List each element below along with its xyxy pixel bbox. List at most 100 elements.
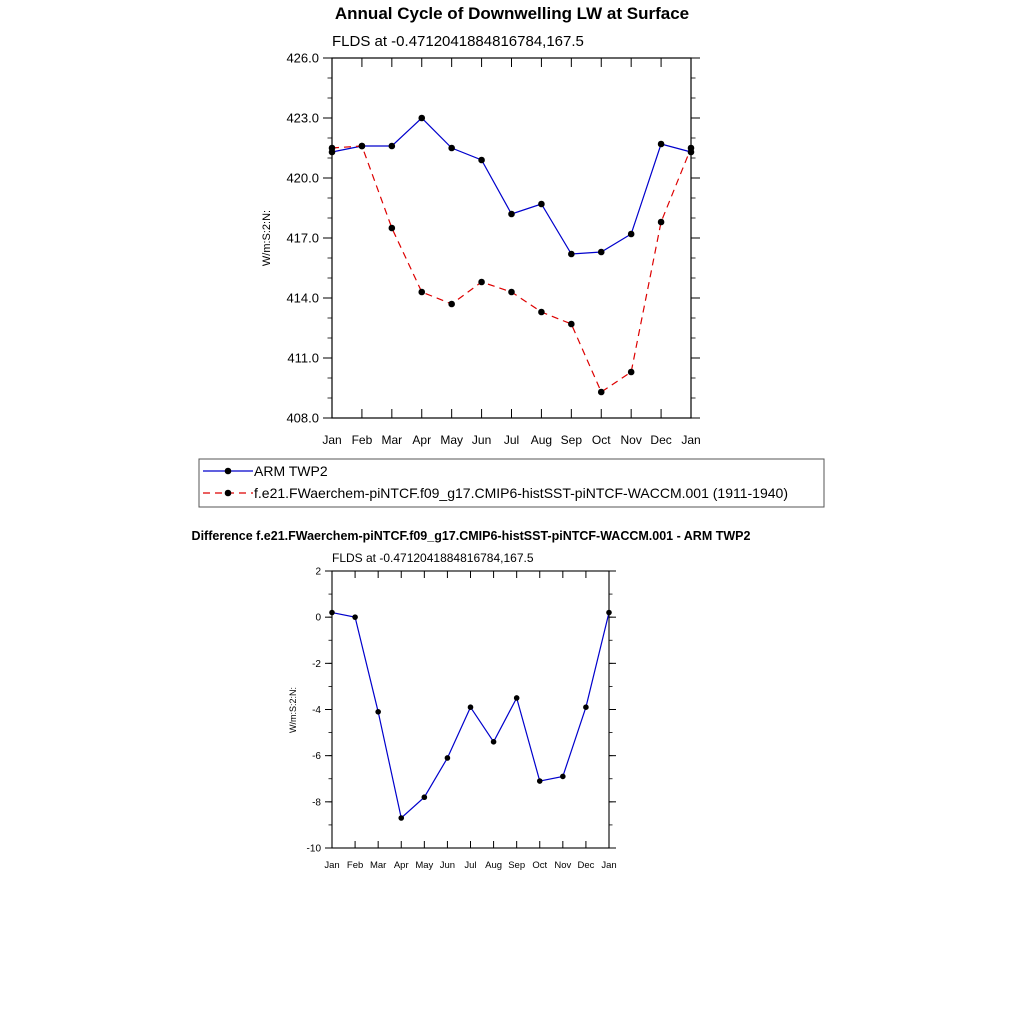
legend-marker-arm <box>224 467 232 475</box>
x-tick-label: Jan <box>601 860 616 871</box>
data-point-s0-3 <box>418 114 426 122</box>
x-tick-label: Jan <box>322 433 341 447</box>
x-tick-label: Jul <box>504 433 519 447</box>
x-tick-label: Aug <box>485 860 502 871</box>
x-tick-label: Nov <box>620 433 641 447</box>
y-axis-label: W/m:S:2:N: <box>261 210 273 266</box>
data-point-s0-4 <box>421 794 428 801</box>
x-tick-label: Mar <box>370 860 386 871</box>
data-point-s0-10 <box>627 230 635 238</box>
legend-box <box>198 458 825 508</box>
x-tick-label: Jul <box>464 860 476 871</box>
data-point-s0-11 <box>657 140 665 148</box>
data-point-s0-9 <box>536 778 543 784</box>
data-point-s1-2 <box>388 224 396 232</box>
y-tick-label: 2 <box>315 567 321 578</box>
data-point-s0-7 <box>538 200 545 208</box>
data-point-s0-7 <box>490 739 497 745</box>
data-point-s0-2 <box>388 142 396 150</box>
y-tick-label: 411.0 <box>287 351 319 366</box>
y-tick-label: -8 <box>312 797 321 808</box>
series-layer <box>329 609 612 821</box>
y-tick-label: 423.0 <box>286 111 319 126</box>
data-point-s1-10 <box>627 368 635 376</box>
y-tick-label: -2 <box>312 659 321 670</box>
series-line-0 <box>331 611 610 820</box>
y-tick-label: 417.0 <box>286 231 319 246</box>
data-point-s0-5 <box>444 755 451 761</box>
series-line-1 <box>331 145 692 393</box>
x-tick-labels: Jan Feb Mar Apr May Jun Jul Aug Sep Oct Nov Dec Jan <box>322 433 700 447</box>
x-tick-label: Jun <box>440 860 455 871</box>
data-point-s0-6 <box>467 704 474 710</box>
x-tick-label: Jun <box>472 433 491 447</box>
data-point-s1-8 <box>568 320 575 328</box>
y-tick-label: 414.0 <box>286 291 319 306</box>
series-line-0 <box>331 117 692 255</box>
data-point-s1-6 <box>508 288 515 296</box>
y-tick-labels: -10 -8 -6 -4 -2 0 2 <box>307 567 322 855</box>
data-point-s0-11 <box>583 704 589 710</box>
x-tick-label: Dec <box>577 860 594 871</box>
x-tick-label: Oct <box>592 433 611 447</box>
y-tick-label: 0 <box>315 613 321 624</box>
x-tick-label: Nov <box>554 860 571 871</box>
y-tick-label: 408.0 <box>286 411 319 426</box>
axis-ticks <box>325 570 616 849</box>
data-point-s0-9 <box>597 248 605 256</box>
legend-label-model: f.e21.FWaerchem-piNTCF.f09_g17.CMIP6-his… <box>254 485 788 501</box>
data-point-s1-5 <box>478 278 485 286</box>
y-tick-label: -4 <box>312 705 321 716</box>
x-tick-label: Feb <box>352 433 373 447</box>
data-point-s0-2 <box>375 709 381 715</box>
data-point-s0-6 <box>508 210 515 218</box>
y-axis-label: W/m:S:2:N: <box>288 687 298 733</box>
data-point-s1-7 <box>538 308 545 316</box>
x-tick-label: Jan <box>324 860 339 871</box>
x-tick-label: Oct <box>532 860 547 871</box>
chart-subtitle: FLDS at -0.4712041884816784,167.5 <box>332 33 584 50</box>
data-point-s0-5 <box>478 156 485 164</box>
data-point-s0-1 <box>352 614 358 620</box>
y-tick-label: 426.0 <box>286 51 319 66</box>
y-tick-labels: 408.0 411.0 414.0 417.0 420.0 423.0 426.0 <box>286 51 319 426</box>
data-point-s0-10 <box>560 773 566 780</box>
data-point-s0-4 <box>448 144 455 152</box>
x-tick-labels: Jan Feb Mar Apr May Jun Jul Aug Sep Oct Nov Dec Jan <box>324 860 616 871</box>
data-point-s0-8 <box>513 695 520 701</box>
axis-ticks <box>323 57 700 419</box>
plot-frame <box>331 57 692 419</box>
x-tick-label: Apr <box>412 433 431 447</box>
legend-entry-model: f.e21.FWaerchem-piNTCF.f09_g17.CMIP6-his… <box>203 485 788 501</box>
y-tick-label: -6 <box>312 751 321 762</box>
series-layer <box>328 114 695 396</box>
plot-frame <box>331 570 610 849</box>
x-tick-label: Jan <box>681 433 700 447</box>
x-tick-label: Feb <box>347 860 363 871</box>
x-tick-label: Mar <box>381 433 402 447</box>
x-tick-label: Sep <box>508 860 525 871</box>
data-point-s0-3 <box>398 815 405 821</box>
chart-title: Difference f.e21.FWaerchem-piNTCF.f09_g1… <box>192 529 751 543</box>
chart-subtitle: FLDS at -0.4712041884816784,167.5 <box>332 551 534 565</box>
data-point-s1-9 <box>597 388 605 396</box>
difference-chart: Difference f.e21.FWaerchem-piNTCF.f09_g1… <box>192 529 751 871</box>
x-tick-label: May <box>440 433 463 447</box>
annual-cycle-chart: Annual Cycle of Downwelling LW at Surfac… <box>261 4 701 447</box>
data-point-s1-11 <box>657 218 665 226</box>
y-tick-label: -10 <box>307 844 322 855</box>
legend-entry-arm: ARM TWP2 <box>203 463 328 479</box>
data-point-s1-3 <box>418 288 426 296</box>
legend-marker-model <box>224 489 232 497</box>
chart-title: Annual Cycle of Downwelling LW at Surfac… <box>335 4 689 23</box>
x-tick-label: May <box>415 860 433 871</box>
x-tick-label: Aug <box>531 433 552 447</box>
y-tick-label: 420.0 <box>286 171 319 186</box>
x-tick-label: Dec <box>650 433 671 447</box>
legend: ARM TWP2 f.e21.FWaerchem-piNTCF.f09_g17.… <box>198 458 825 508</box>
x-tick-label: Sep <box>561 433 583 447</box>
data-point-s1-1 <box>358 142 366 150</box>
data-point-s1-4 <box>448 300 455 308</box>
x-tick-label: Apr <box>394 860 409 871</box>
